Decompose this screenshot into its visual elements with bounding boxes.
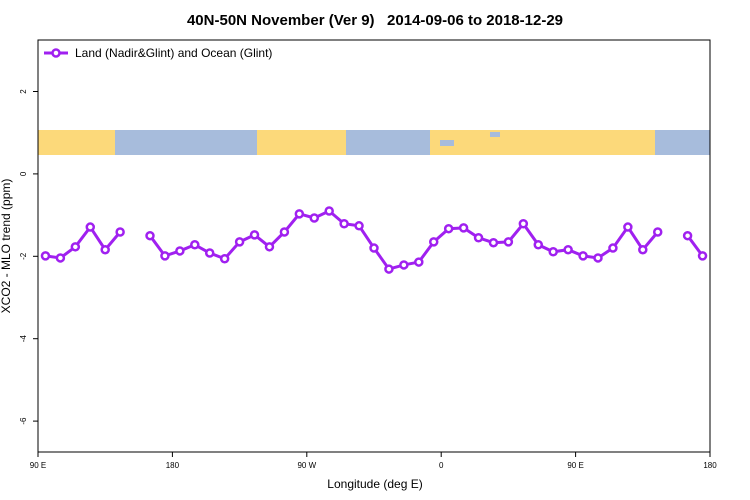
chart-title: 40N-50N November (Ver 9) 2014-09-06 to 2…	[187, 12, 563, 29]
legend-marker	[51, 48, 61, 58]
data-point	[279, 227, 290, 237]
data-point	[623, 222, 633, 232]
data-point	[354, 221, 364, 231]
data-point	[443, 223, 454, 234]
data-point	[578, 251, 588, 261]
x-tick-label: 90 E	[30, 461, 46, 470]
data-point	[70, 242, 81, 252]
legend-label: Land (Nadir&Glint) and Ocean (Glint)	[75, 46, 272, 60]
data-point	[384, 264, 394, 274]
data-point	[563, 244, 573, 255]
data-point	[533, 240, 544, 250]
data-point	[473, 233, 484, 243]
data-point	[55, 253, 66, 263]
data-point	[204, 248, 215, 258]
data-point	[160, 251, 170, 261]
data-point	[264, 242, 275, 252]
y-tick-label: -6	[19, 417, 28, 425]
y-axis-label: XCO2 - MLO trend (ppm)	[0, 179, 13, 314]
data-point	[339, 219, 349, 229]
x-axis-label: Longitude (deg E)	[327, 477, 422, 491]
data-point	[548, 247, 558, 257]
data-point	[324, 206, 334, 216]
data-point	[219, 254, 230, 264]
x-tick-label: 0	[439, 461, 444, 470]
series-line	[45, 209, 704, 271]
data-point	[503, 237, 514, 247]
data-point	[249, 230, 260, 240]
data-point	[145, 230, 155, 241]
x-tick-label: 180	[703, 461, 717, 470]
x-tick-label: 180	[166, 461, 180, 470]
data-point	[488, 237, 499, 248]
data-point	[458, 223, 469, 233]
data-point	[190, 240, 200, 250]
x-tick-label: 90 W	[297, 461, 316, 470]
data-point	[294, 209, 305, 219]
data-point	[175, 246, 185, 256]
data-point	[414, 257, 424, 267]
y-tick-label: -4	[19, 335, 28, 343]
data-point	[85, 222, 96, 232]
data-point	[428, 237, 439, 247]
data-point	[100, 244, 110, 255]
data-point	[309, 213, 320, 223]
y-tick-label: 2	[19, 89, 28, 94]
data-point	[652, 227, 663, 237]
y-tick-label: -2	[19, 252, 28, 260]
data-point	[593, 253, 603, 263]
data-point	[369, 243, 379, 253]
data-point	[682, 230, 693, 241]
data-point	[234, 237, 245, 247]
data-point	[638, 244, 648, 255]
x-tick-label: 90 E	[567, 461, 583, 470]
y-tick-label: 0	[19, 171, 28, 176]
data-point	[608, 243, 618, 253]
plot-frame	[37, 39, 711, 453]
data-point	[518, 219, 529, 229]
data-point	[399, 260, 409, 270]
map-strip	[38, 130, 710, 155]
data-point	[40, 251, 51, 261]
data-point	[115, 227, 125, 237]
data-point	[697, 251, 708, 261]
